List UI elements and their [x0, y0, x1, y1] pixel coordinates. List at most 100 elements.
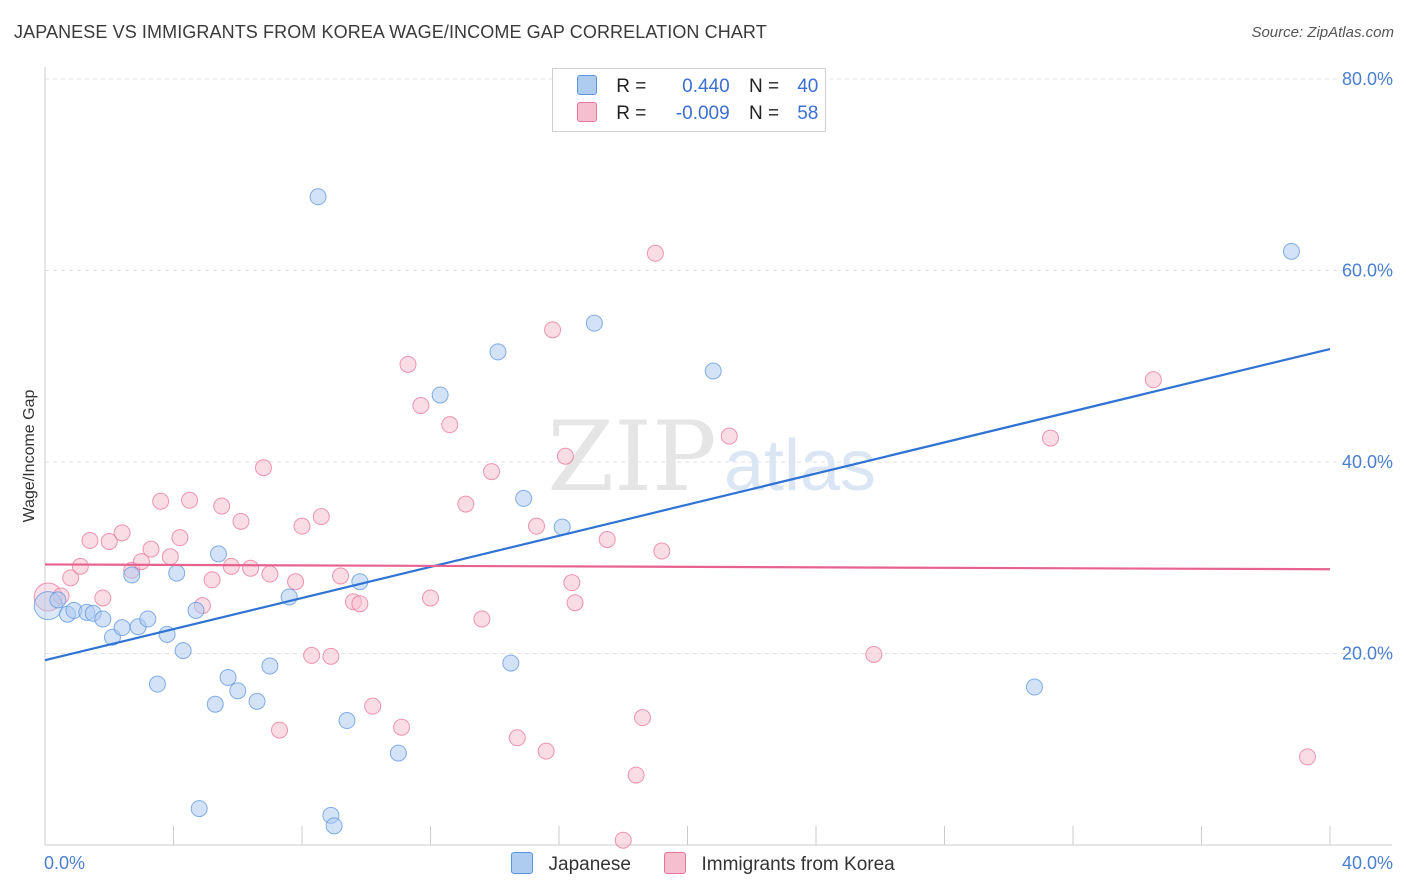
trend-line-japanese: [44, 347, 1331, 662]
point-korea: [100, 532, 118, 550]
point-korea: [161, 548, 179, 566]
point-japanese: [309, 188, 327, 206]
legend-n-value: 40: [797, 76, 819, 97]
point-japanese: [431, 386, 449, 404]
point-korea: [62, 569, 80, 587]
point-korea: [508, 729, 526, 747]
point-korea: [242, 559, 260, 577]
point-korea: [203, 571, 221, 589]
legend-n-value: 58: [797, 103, 819, 124]
point-japanese: [206, 695, 224, 713]
y-axis-label: Wage/Income Gap: [21, 390, 38, 523]
legend-row-korea: R = -0.009 N = 58: [577, 102, 818, 125]
point-korea: [528, 517, 546, 535]
point-korea: [351, 595, 369, 613]
stats-legend: R = 0.440 N = 40 R = -0.009 N = 58: [552, 68, 826, 132]
series-legend: Japanese Immigrants from Korea: [0, 852, 1406, 876]
legend-swatch-korea: [577, 102, 597, 122]
point-korea: [473, 610, 491, 628]
point-korea: [1042, 429, 1060, 447]
source-label: Source: ZipAtlas.com: [1251, 24, 1394, 41]
trend-lines: [44, 347, 1331, 662]
point-korea: [422, 589, 439, 607]
point-japanese: [123, 566, 141, 584]
point-korea: [113, 524, 131, 542]
legend-label-japanese: Japanese: [548, 854, 631, 875]
point-korea: [171, 529, 189, 547]
point-japanese: [585, 314, 603, 332]
point-korea: [865, 645, 883, 663]
legend-n-label: N =: [748, 103, 780, 124]
point-korea: [303, 646, 321, 664]
point-korea: [71, 557, 89, 575]
point-japanese: [515, 489, 533, 507]
point-korea: [142, 540, 160, 558]
point-japanese: [139, 610, 157, 628]
legend-item-korea[interactable]: Immigrants from Korea: [664, 852, 895, 876]
point-japanese: [229, 682, 247, 700]
y-tick-label: 40.0%: [1342, 452, 1393, 472]
point-korea: [556, 447, 574, 465]
y-tick-label: 80.0%: [1342, 69, 1393, 89]
point-korea: [332, 567, 350, 585]
point-korea: [544, 321, 562, 339]
point-korea: [537, 742, 555, 760]
point-japanese: [704, 362, 722, 380]
legend-r-label: R =: [616, 76, 647, 97]
point-korea: [566, 594, 584, 612]
point-japanese: [489, 343, 507, 361]
point-japanese: [190, 800, 208, 818]
point-korea: [598, 531, 616, 549]
point-japanese: [389, 744, 407, 762]
point-korea: [646, 244, 664, 262]
point-korea: [483, 463, 501, 481]
point-japanese: [113, 619, 131, 637]
point-korea: [457, 495, 475, 513]
point-korea: [322, 647, 340, 665]
point-japanese: [502, 654, 520, 672]
point-korea: [293, 517, 311, 535]
point-korea: [287, 573, 305, 591]
trend-line-korea: [44, 563, 1331, 571]
point-korea: [627, 766, 645, 784]
point-korea: [271, 721, 289, 739]
legend-swatch-korea: [664, 852, 687, 874]
point-korea: [81, 532, 99, 550]
legend-r-value: -0.009: [675, 103, 730, 124]
series-japanese: [33, 188, 1300, 835]
watermark-zip: ZIP: [547, 401, 716, 513]
point-korea: [213, 497, 231, 515]
legend-swatch-japanese: [511, 852, 534, 874]
point-japanese: [174, 642, 192, 660]
point-japanese: [1282, 242, 1300, 260]
point-korea: [312, 508, 330, 526]
point-japanese: [1025, 678, 1043, 696]
point-korea: [181, 491, 199, 509]
watermark-atlas: atlas: [724, 426, 876, 506]
point-japanese: [248, 692, 266, 710]
watermark: ZIP atlas: [547, 401, 876, 513]
series-immigrants-from-korea: [33, 244, 1317, 849]
legend-item-japanese[interactable]: Japanese: [511, 852, 631, 876]
point-korea: [441, 416, 459, 434]
point-korea: [261, 565, 279, 583]
point-korea: [634, 709, 652, 727]
x-tick-label: 40.0%: [1342, 853, 1393, 873]
point-japanese: [168, 564, 186, 582]
legend-label-korea: Immigrants from Korea: [701, 854, 895, 875]
x-tick-label: 0.0%: [44, 853, 85, 873]
legend-swatch-japanese: [577, 75, 597, 95]
axes: [44, 67, 1392, 846]
point-japanese: [187, 601, 205, 619]
chart-title: JAPANESE VS IMMIGRANTS FROM KOREA WAGE/I…: [14, 22, 767, 42]
point-korea: [254, 459, 272, 477]
point-korea: [563, 574, 581, 592]
point-korea: [393, 718, 411, 736]
point-japanese: [325, 817, 343, 835]
legend-n-label: N =: [748, 76, 780, 97]
point-korea: [614, 831, 632, 849]
point-japanese: [49, 591, 67, 609]
point-korea: [412, 397, 430, 415]
legend-row-japanese: R = 0.440 N = 40: [577, 75, 818, 98]
